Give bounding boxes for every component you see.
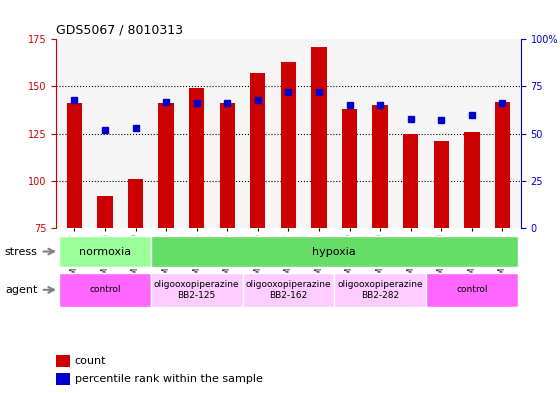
FancyBboxPatch shape <box>59 273 151 307</box>
Text: percentile rank within the sample: percentile rank within the sample <box>74 374 263 384</box>
Bar <box>128 179 143 228</box>
Bar <box>67 103 82 228</box>
Text: hypoxia: hypoxia <box>312 246 356 257</box>
Bar <box>56 355 70 367</box>
FancyBboxPatch shape <box>242 273 334 307</box>
Bar <box>433 141 449 228</box>
FancyBboxPatch shape <box>151 273 242 307</box>
FancyBboxPatch shape <box>59 235 151 267</box>
FancyBboxPatch shape <box>151 235 518 267</box>
Bar <box>342 109 357 228</box>
Bar <box>372 105 388 228</box>
Bar <box>464 132 479 228</box>
Text: oligooxopiperazine
BB2-125: oligooxopiperazine BB2-125 <box>154 280 240 299</box>
Bar <box>281 62 296 228</box>
Bar <box>220 103 235 228</box>
Text: control: control <box>456 285 488 294</box>
Bar <box>97 196 113 228</box>
Bar <box>311 47 326 228</box>
Bar <box>158 103 174 228</box>
Bar <box>495 101 510 228</box>
Text: count: count <box>74 356 106 366</box>
Text: oligooxopiperazine
BB2-282: oligooxopiperazine BB2-282 <box>337 280 423 299</box>
Text: GDS5067 / 8010313: GDS5067 / 8010313 <box>56 24 183 37</box>
Bar <box>250 73 265 228</box>
Text: agent: agent <box>5 285 38 295</box>
FancyBboxPatch shape <box>334 273 426 307</box>
Text: stress: stress <box>5 246 38 257</box>
Bar <box>56 373 70 385</box>
Text: control: control <box>89 285 120 294</box>
Bar <box>189 88 204 228</box>
FancyBboxPatch shape <box>426 273 518 307</box>
Text: normoxia: normoxia <box>79 246 131 257</box>
Bar <box>403 134 418 228</box>
Text: oligooxopiperazine
BB2-162: oligooxopiperazine BB2-162 <box>246 280 331 299</box>
